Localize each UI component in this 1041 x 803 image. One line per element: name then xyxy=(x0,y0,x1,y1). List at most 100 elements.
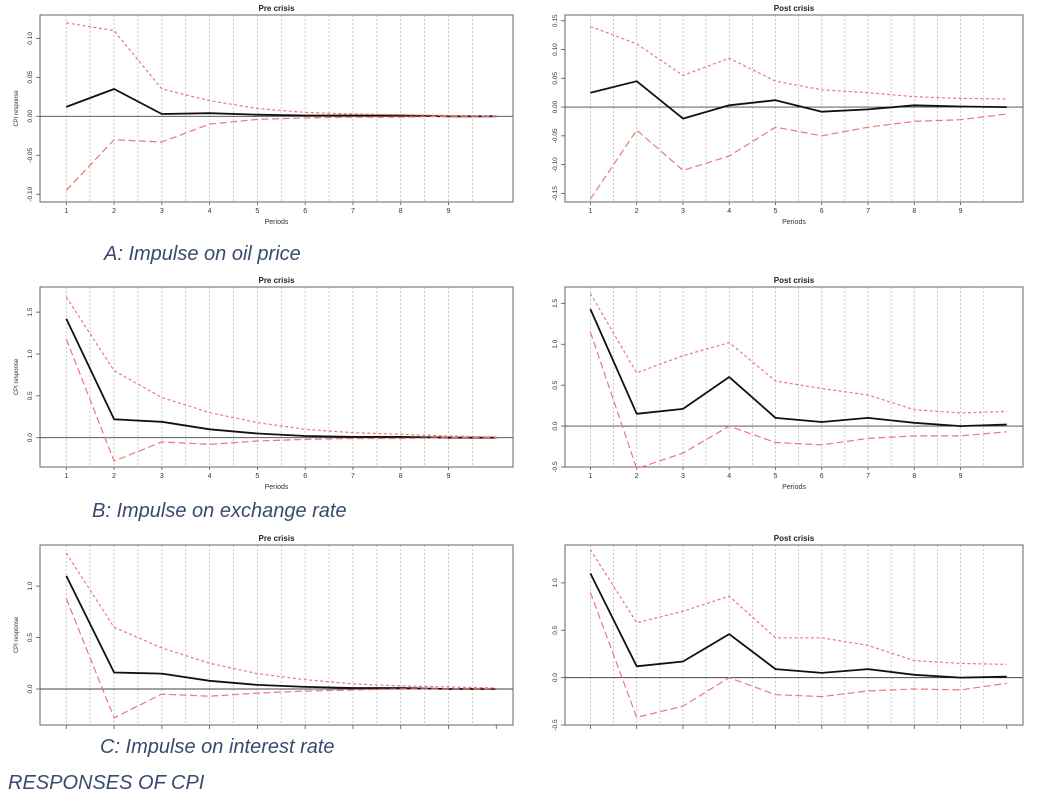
response-line xyxy=(589,308,1007,428)
figure-title: RESPONSES OF CPI xyxy=(8,772,205,794)
upper-band-line xyxy=(65,552,497,689)
y-tick-label: -0.10 xyxy=(27,186,34,201)
x-tick-label: 7 xyxy=(351,473,355,480)
chart-title: Post crisis xyxy=(774,276,815,285)
chart-title: Post crisis xyxy=(774,4,815,13)
x-tick-label: 3 xyxy=(160,208,164,215)
y-tick-label: -0.10 xyxy=(552,157,559,172)
y-tick-label: 0.5 xyxy=(27,391,34,400)
y-tick-label: 1.0 xyxy=(27,349,34,358)
y-tick-label: 0.0 xyxy=(27,433,34,442)
chart-title: Post crisis xyxy=(774,534,815,543)
x-tick-label: 9 xyxy=(959,473,963,480)
upper-band-line xyxy=(589,293,1007,414)
y-tick-label: 0.05 xyxy=(27,71,34,84)
x-tick-label: 3 xyxy=(160,473,164,480)
response-line xyxy=(65,318,497,439)
y-tick-label: 0.5 xyxy=(552,625,559,634)
x-axis-label: Periods xyxy=(782,484,806,491)
x-tick-label: 4 xyxy=(727,208,731,215)
x-tick-label: 9 xyxy=(959,208,963,215)
y-axis-label: CPI response xyxy=(14,358,20,395)
x-tick-label: 4 xyxy=(208,473,212,480)
x-tick-label: 2 xyxy=(112,473,116,480)
y-tick-label: 0.0 xyxy=(27,684,34,693)
x-tick-label: 8 xyxy=(912,473,916,480)
chart-a-post-crisis: Post crisis -0.15 -0.10 -0.05 0.00 0.05 0.10 0.… xyxy=(552,4,1024,226)
y-tick-label: 0.0 xyxy=(552,421,559,430)
x-tick-label: 1 xyxy=(588,473,592,480)
chart-b-pre-crisis: Pre crisis 0.0 0.5 1.0 1.5 CPI response 1 2 3 4 5 6… xyxy=(14,276,514,491)
caption-a: A: Impulse on oil price xyxy=(104,243,301,265)
x-tick-label: 1 xyxy=(64,208,68,215)
chart-c-pre-crisis: Pre crisis 0.0 0.5 1.0 CPI response xyxy=(14,534,514,729)
lower-band-line xyxy=(65,338,497,462)
response-line xyxy=(589,572,1007,679)
x-tick-label: 5 xyxy=(774,473,778,480)
y-axis-label: CPI response xyxy=(14,90,20,127)
y-tick-label: 0.10 xyxy=(552,43,559,56)
lower-band-line xyxy=(65,115,497,191)
chart-c-post-crisis: Post crisis -0.5 0.0 0.5 1.0 xyxy=(552,534,1024,731)
x-tick-label: 2 xyxy=(635,208,639,215)
y-tick-label: 0.0 xyxy=(552,673,559,682)
chart-title: Pre crisis xyxy=(258,276,295,285)
x-tick-label: 2 xyxy=(112,208,116,215)
x-tick-label: 8 xyxy=(399,208,403,215)
y-tick-label: 1.5 xyxy=(552,298,559,307)
caption-b: B: Impulse on exchange rate xyxy=(92,500,347,522)
y-tick-label: 0.5 xyxy=(552,380,559,389)
x-tick-label: 7 xyxy=(866,208,870,215)
y-tick-label: 1.0 xyxy=(552,339,559,348)
y-tick-label: -0.05 xyxy=(27,147,34,162)
x-tick-label: 9 xyxy=(447,473,451,480)
x-tick-label: 1 xyxy=(64,473,68,480)
x-tick-label: 3 xyxy=(681,208,685,215)
y-axis-label: CPI response xyxy=(14,616,20,653)
x-tick-label: 7 xyxy=(351,208,355,215)
plot-frame xyxy=(564,286,1024,468)
y-tick-label: 0.05 xyxy=(552,72,559,85)
y-tick-label: -0.05 xyxy=(552,128,559,143)
x-tick-label: 5 xyxy=(255,208,259,215)
x-tick-label: 9 xyxy=(447,208,451,215)
y-tick-label: -0.15 xyxy=(552,186,559,201)
x-tick-label: 8 xyxy=(399,473,403,480)
x-tick-label: 4 xyxy=(208,208,212,215)
x-tick-label: 8 xyxy=(912,208,916,215)
y-tick-label: -0.5 xyxy=(552,719,559,731)
x-axis-label: Periods xyxy=(782,219,806,226)
x-axis-label: Periods xyxy=(265,484,289,491)
x-tick-label: 6 xyxy=(303,473,307,480)
y-tick-label: 1.5 xyxy=(27,307,34,316)
chart-a-pre-crisis: Pre crisis -0.10 -0.05 0.00 0.05 0.10 CPI resp… xyxy=(14,4,514,226)
y-tick-label: 0.00 xyxy=(552,100,559,113)
y-tick-label: -0.5 xyxy=(552,461,559,473)
chart-title: Pre crisis xyxy=(258,4,295,13)
x-axis-label: Periods xyxy=(265,219,289,226)
y-tick-label: 0.5 xyxy=(27,633,34,642)
plot-frame xyxy=(39,286,514,468)
chart-b-post-crisis: Post crisis -0.5 0.0 0.5 1.0 1.5 1 2 3 4 5 6 7 8 9 Peri… xyxy=(552,276,1024,491)
x-tick-label: 5 xyxy=(255,473,259,480)
x-tick-label: 6 xyxy=(303,208,307,215)
lower-band-line xyxy=(589,113,1007,200)
y-tick-label: 0.00 xyxy=(27,110,34,123)
x-tick-label: 3 xyxy=(681,473,685,480)
lower-band-line xyxy=(589,592,1007,718)
y-tick-label: 0.10 xyxy=(27,32,34,45)
caption-c: C: Impulse on interest rate xyxy=(100,736,335,758)
x-tick-label: 2 xyxy=(635,473,639,480)
response-line xyxy=(65,575,497,690)
plot-frame xyxy=(564,544,1024,726)
upper-band-line xyxy=(65,296,497,438)
y-tick-label: 1.0 xyxy=(552,578,559,587)
upper-band-line xyxy=(589,549,1007,665)
x-tick-label: 1 xyxy=(588,208,592,215)
response-line xyxy=(590,80,1007,120)
plot-frame xyxy=(39,14,514,203)
x-tick-label: 4 xyxy=(727,473,731,480)
x-tick-label: 6 xyxy=(820,473,824,480)
chart-title: Pre crisis xyxy=(258,534,295,543)
upper-band-line xyxy=(590,25,1007,100)
